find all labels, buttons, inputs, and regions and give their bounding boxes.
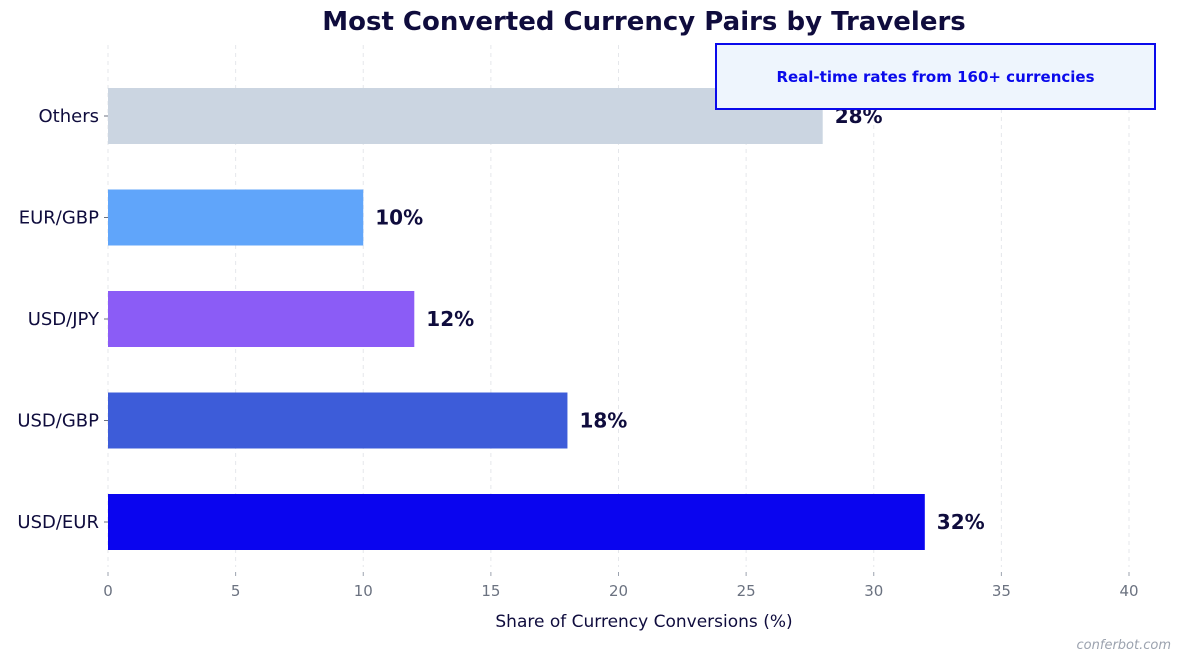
x-tick-label: 15 bbox=[481, 582, 500, 600]
bar-usd-gbp bbox=[108, 392, 568, 449]
bar-eur-gbp bbox=[108, 189, 364, 246]
chart-title: Most Converted Currency Pairs by Travele… bbox=[322, 7, 966, 37]
category-label: USD/EUR bbox=[17, 512, 99, 533]
x-axis-ticks: 0 5 10 15 20 25 30 35 40 bbox=[103, 572, 1139, 600]
category-label: Others bbox=[39, 106, 100, 127]
bar-usd-eur bbox=[108, 494, 925, 550]
x-tick-label: 35 bbox=[992, 582, 1011, 600]
annotation-text: Real-time rates from 160+ currencies bbox=[776, 67, 1095, 86]
x-tick-label: 30 bbox=[864, 582, 883, 600]
x-tick-label: 40 bbox=[1119, 582, 1138, 600]
category-label: EUR/GBP bbox=[19, 208, 99, 229]
category-labels: USD/EUR USD/GBP USD/JPY EUR/GBP Others bbox=[17, 106, 108, 533]
data-label: 18% bbox=[579, 409, 627, 433]
data-label: 12% bbox=[426, 307, 474, 331]
x-axis-label: Share of Currency Conversions (%) bbox=[495, 612, 792, 632]
bar-others bbox=[108, 88, 823, 144]
x-tick-label: 10 bbox=[354, 582, 373, 600]
x-tick-label: 20 bbox=[609, 582, 628, 600]
data-label: 10% bbox=[375, 206, 423, 230]
x-tick-label: 5 bbox=[231, 582, 241, 600]
bars: 32%18%12%10%28% bbox=[108, 88, 985, 550]
data-label: 32% bbox=[937, 510, 985, 534]
x-tick-label: 25 bbox=[737, 582, 756, 600]
x-tick-label: 0 bbox=[103, 582, 113, 600]
annotation-box: Real-time rates from 160+ currencies bbox=[715, 43, 1156, 110]
grid-lines bbox=[107, 45, 1130, 567]
bar-usd-jpy bbox=[108, 291, 415, 347]
watermark: conferbot.com bbox=[1076, 638, 1171, 653]
category-label: USD/GBP bbox=[17, 411, 99, 432]
category-label: USD/JPY bbox=[28, 309, 100, 330]
